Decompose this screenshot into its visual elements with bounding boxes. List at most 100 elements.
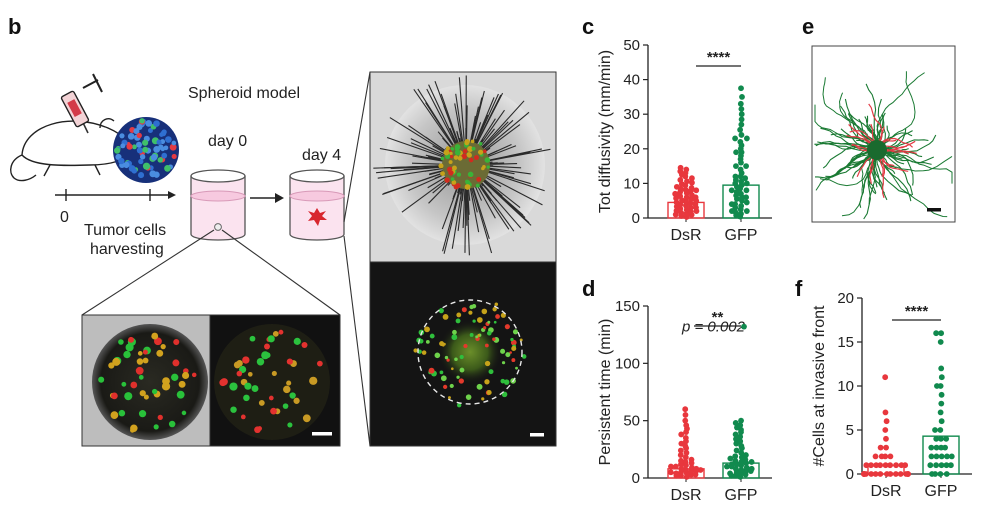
scale-bar-tracks: [927, 208, 941, 212]
cell: [465, 394, 472, 400]
micrograph-day0-fluorescence: [209, 314, 341, 447]
cell: [136, 123, 143, 130]
cell: [98, 376, 105, 383]
cell: [449, 154, 454, 159]
cell: [448, 160, 453, 165]
data-point-gfp: [938, 374, 945, 381]
data-point-gfp: [938, 453, 945, 460]
panel-label-b: b: [8, 14, 21, 39]
cell: [481, 397, 485, 401]
data-point-gfp: [938, 365, 945, 372]
invasive-strand: [479, 168, 545, 192]
panel-label-d: d: [582, 276, 595, 301]
cell: [135, 141, 142, 148]
cell: [454, 357, 458, 362]
data-point-gfp: [937, 409, 944, 416]
cell: [293, 397, 300, 404]
cell: [476, 176, 482, 182]
cell: [486, 330, 492, 336]
cell: [142, 349, 148, 355]
panel-b: b 0 Tumor cells: [8, 14, 557, 447]
data-point-gfp: [927, 462, 934, 469]
cell: [425, 339, 430, 344]
chart-c: 0 10 20 30 40 50 Tot diffusivity (mm/min) DsR GF…: [597, 37, 772, 244]
cell: [171, 153, 177, 160]
data-point-gfp: [748, 465, 755, 472]
data-point-dsr: [697, 467, 704, 473]
data-point-dsr: [672, 190, 679, 197]
y-axis-label: #Cells at invasive front: [811, 305, 828, 467]
cell: [127, 133, 135, 140]
cell: [465, 179, 470, 184]
data-point-dsr: [887, 453, 894, 460]
cell: [440, 171, 445, 176]
x-tick-label: GFP: [925, 483, 958, 500]
data-point-gfp: [933, 330, 940, 337]
data-point-gfp: [737, 100, 744, 107]
cell: [171, 373, 179, 381]
cell: [176, 390, 185, 399]
cell: [456, 403, 462, 408]
cell: [482, 165, 486, 169]
cell: [123, 161, 130, 169]
scale-bar-day0: [312, 432, 332, 436]
data-point-dsr: [688, 184, 695, 191]
data-point-dsr: [883, 444, 889, 451]
data-point-gfp: [942, 444, 948, 451]
cell-track-plot: [814, 71, 953, 220]
cell: [130, 381, 138, 389]
cell: [272, 330, 279, 337]
cell-track: [876, 149, 913, 196]
data-point-gfp: [737, 126, 744, 133]
cell: [500, 348, 506, 354]
well-day4: [289, 169, 345, 241]
cell: [153, 145, 161, 153]
data-point-gfp: [739, 94, 745, 100]
data-point-dsr: [682, 459, 689, 465]
panel-label-c: c: [582, 14, 594, 39]
data-point-dsr: [673, 183, 680, 190]
cell: [229, 382, 238, 391]
data-point-gfp: [933, 462, 940, 469]
cell: [462, 149, 468, 154]
cell: [505, 352, 511, 358]
cell: [494, 302, 499, 307]
cell-track: [876, 149, 885, 198]
data-point-gfp: [737, 166, 744, 173]
invasive-strand: [469, 178, 490, 240]
data-point-dsr: [677, 452, 684, 458]
cell: [457, 155, 463, 161]
harvest-label-line2: harvesting: [90, 241, 164, 258]
cell: [161, 152, 168, 159]
data-point-dsr: [877, 471, 884, 477]
cell: [289, 392, 296, 399]
cell: [236, 370, 243, 377]
cell: [484, 379, 490, 385]
data-point-gfp: [938, 330, 945, 337]
data-point-gfp: [738, 210, 744, 217]
cell: [181, 410, 187, 416]
cell: [165, 136, 172, 143]
cell: [484, 360, 491, 367]
invasive-strand: [440, 93, 462, 152]
cell: [283, 385, 291, 394]
data-point-dsr: [668, 463, 674, 470]
y-tick-label: 20: [837, 290, 854, 307]
cell: [471, 146, 476, 151]
invasive-strand: [379, 147, 453, 163]
cell: [301, 341, 308, 349]
data-point-gfp: [743, 464, 750, 471]
cell: [282, 403, 289, 409]
data-point-dsr: [877, 462, 884, 469]
data-point-dsr: [682, 187, 689, 193]
cell: [503, 379, 510, 385]
data-point-dsr: [883, 435, 889, 442]
y-tick-label: 0: [846, 466, 854, 483]
data-point-dsr: [897, 471, 904, 477]
cell: [454, 146, 460, 152]
cell: [267, 335, 275, 343]
invasive-strand: [464, 178, 467, 253]
data-point-dsr: [693, 187, 700, 194]
